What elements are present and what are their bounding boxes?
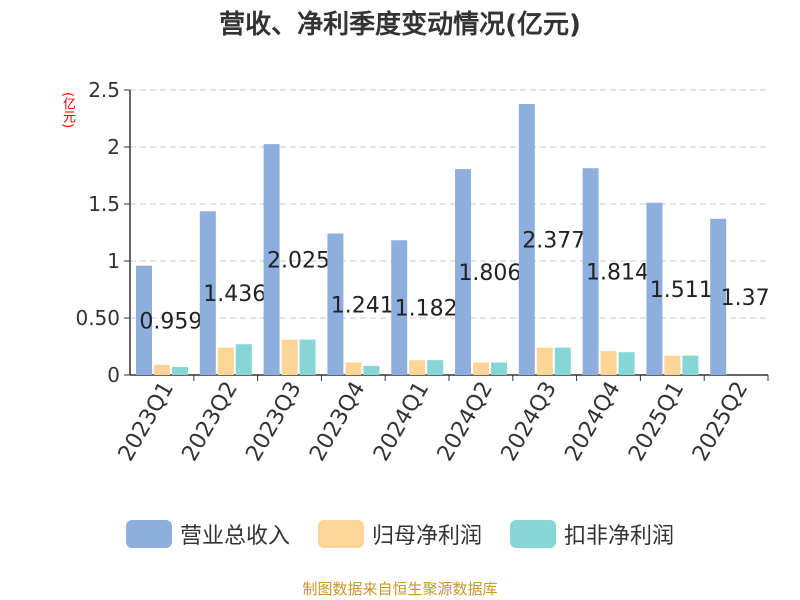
legend-item-net-profit[interactable]: 归母净利润 bbox=[317, 518, 482, 550]
data-label: 1.511 bbox=[650, 278, 713, 303]
legend-label-deducted-profit: 扣非净利润 bbox=[564, 524, 675, 549]
x-tick-label: 2024Q2 bbox=[433, 378, 498, 466]
x-tick-label: 2023Q2 bbox=[178, 378, 243, 466]
x-tick-label: 2023Q4 bbox=[305, 378, 370, 466]
bar-2-2023Q4 bbox=[363, 365, 380, 375]
bar-1-2025Q1 bbox=[664, 355, 681, 375]
bar-2-2024Q1 bbox=[427, 360, 444, 375]
bar-0-2023Q2 bbox=[199, 211, 216, 375]
data-source-note: 制图数据来自恒生聚源数据库 bbox=[302, 580, 498, 598]
legend: 营业总收入 归母净利润 扣非净利润 bbox=[0, 518, 800, 550]
legend-label-net-profit: 归母净利润 bbox=[371, 524, 482, 549]
bar-0-2024Q1 bbox=[391, 240, 408, 375]
data-label: 1.436 bbox=[203, 282, 266, 307]
legend-item-deducted-profit[interactable]: 扣非净利润 bbox=[510, 518, 674, 550]
bar-0-2023Q4 bbox=[327, 233, 344, 375]
y-tick-label: 0.50 bbox=[75, 306, 120, 330]
data-label: 1.814 bbox=[586, 261, 649, 286]
y-tick-label: 1.5 bbox=[88, 192, 120, 216]
bar-0-2024Q4 bbox=[582, 168, 599, 375]
data-label: 1.241 bbox=[331, 293, 394, 318]
bar-0-2024Q2 bbox=[455, 169, 471, 375]
bar-2-2023Q3 bbox=[299, 339, 316, 375]
legend-swatch-deducted-profit bbox=[510, 520, 556, 548]
legend-swatch-net-profit bbox=[317, 520, 364, 548]
data-label: 1.182 bbox=[395, 297, 458, 322]
bar-1-2023Q2 bbox=[217, 347, 234, 375]
bar-1-2023Q3 bbox=[281, 339, 298, 375]
bar-0-2023Q1 bbox=[136, 265, 152, 375]
x-tick-label: 2025Q2 bbox=[688, 378, 753, 466]
bar-1-2024Q3 bbox=[536, 347, 553, 375]
bar-2-2024Q3 bbox=[554, 347, 571, 375]
bar-2-2024Q2 bbox=[491, 362, 507, 375]
data-label: 0.959 bbox=[139, 309, 202, 334]
legend-item-revenue[interactable]: 营业总收入 bbox=[125, 518, 290, 550]
bar-2-2025Q1 bbox=[682, 355, 699, 375]
legend-swatch-revenue bbox=[125, 520, 172, 548]
bar-0-2025Q2 bbox=[710, 218, 727, 375]
bar-1-2024Q1 bbox=[409, 360, 426, 375]
x-tick-label: 2023Q1 bbox=[114, 378, 179, 466]
x-tick-label: 2023Q3 bbox=[241, 378, 306, 466]
bar-1-2024Q2 bbox=[473, 362, 489, 375]
bar-2-2024Q4 bbox=[618, 352, 635, 375]
legend-label-revenue: 营业总收入 bbox=[179, 524, 290, 549]
y-axis-unit-label: (亿元) bbox=[60, 92, 75, 129]
bar-2-2023Q2 bbox=[235, 344, 252, 375]
bar-0-2023Q3 bbox=[263, 144, 280, 375]
x-tick-label: 2025Q1 bbox=[624, 378, 689, 466]
x-tick-label: 2024Q4 bbox=[560, 378, 625, 466]
data-label: 2.025 bbox=[267, 249, 330, 274]
bar-1-2023Q4 bbox=[345, 362, 362, 375]
x-tick-label: 2024Q1 bbox=[369, 377, 434, 465]
y-tick-label: 2.5 bbox=[88, 78, 120, 102]
bar-0-2024Q3 bbox=[518, 104, 535, 375]
chart-title: 营收、净利季度变动情况(亿元) bbox=[219, 10, 581, 40]
x-tick-label: 2024Q3 bbox=[497, 378, 562, 466]
y-tick-label: 2 bbox=[107, 135, 120, 159]
bar-2-2023Q1 bbox=[172, 367, 188, 375]
bar-0-2025Q1 bbox=[646, 202, 663, 375]
data-label: 2.377 bbox=[522, 229, 585, 254]
bar-1-2024Q4 bbox=[600, 351, 617, 375]
data-label: 1.37 bbox=[721, 286, 770, 311]
y-tick-label: 1 bbox=[107, 249, 120, 273]
y-tick-label: 0 bbox=[107, 363, 120, 387]
bar-1-2023Q1 bbox=[154, 364, 170, 375]
data-label: 1.806 bbox=[458, 261, 521, 286]
